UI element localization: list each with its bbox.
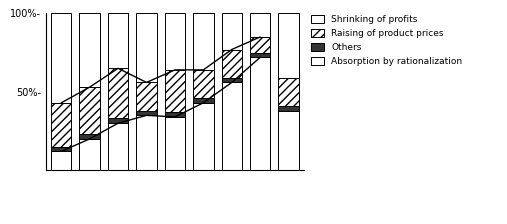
Bar	[136, 115, 157, 170]
Bar	[193, 70, 213, 98]
Bar	[51, 147, 71, 151]
Bar	[193, 103, 213, 170]
Bar	[108, 123, 128, 170]
Bar	[278, 111, 299, 170]
Bar	[278, 78, 299, 106]
Bar	[80, 139, 100, 170]
Bar	[136, 111, 157, 115]
Bar	[108, 118, 128, 123]
Bar	[136, 82, 157, 111]
Bar	[250, 13, 270, 37]
Bar	[222, 78, 242, 82]
Bar	[193, 13, 213, 70]
Bar	[108, 68, 128, 118]
Bar	[250, 37, 270, 53]
Bar	[165, 70, 185, 112]
Bar	[250, 53, 270, 57]
Bar	[278, 106, 299, 111]
Bar	[51, 151, 71, 170]
Bar	[136, 13, 157, 82]
Bar	[278, 13, 299, 78]
Bar	[108, 13, 128, 68]
Bar	[193, 98, 213, 103]
Bar	[222, 82, 242, 170]
Bar	[165, 112, 185, 117]
Bar	[80, 13, 100, 87]
Bar	[165, 117, 185, 170]
Bar	[250, 57, 270, 170]
Bar	[222, 50, 242, 78]
Bar	[165, 13, 185, 70]
Bar	[80, 134, 100, 139]
Bar	[222, 13, 242, 50]
Legend: Shrinking of profits, Raising of product prices, Others, Absorption by rationali: Shrinking of profits, Raising of product…	[311, 15, 462, 66]
Bar	[51, 13, 71, 103]
Bar	[80, 87, 100, 134]
Bar	[51, 103, 71, 147]
